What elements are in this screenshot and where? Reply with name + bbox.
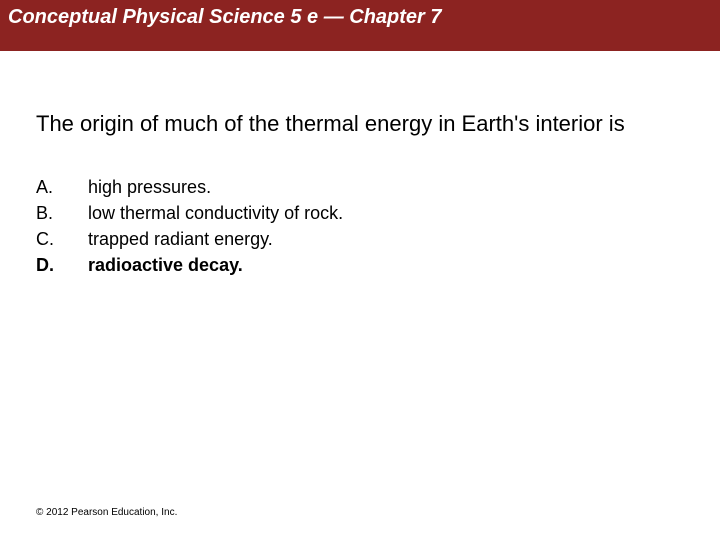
option-letter: B. [36,203,88,224]
option-text: trapped radiant energy. [88,229,273,250]
option-text: radioactive decay. [88,255,243,276]
option-letter: C. [36,229,88,250]
options-list: A. high pressures. B. low thermal conduc… [36,177,684,276]
option-row: C. trapped radiant energy. [36,229,684,250]
slide-header: Conceptual Physical Science 5 e — Chapte… [0,0,720,51]
option-letter: D. [36,255,88,276]
question-text: The origin of much of the thermal energy… [36,109,684,139]
slide-content: The origin of much of the thermal energy… [0,109,720,276]
copyright-text: © 2012 Pearson Education, Inc. [36,507,177,518]
option-row: B. low thermal conductivity of rock. [36,203,684,224]
header-title: Conceptual Physical Science 5 e — Chapte… [8,6,712,29]
option-text: high pressures. [88,177,211,198]
option-text: low thermal conductivity of rock. [88,203,343,224]
option-row: A. high pressures. [36,177,684,198]
option-row: D. radioactive decay. [36,255,684,276]
option-letter: A. [36,177,88,198]
